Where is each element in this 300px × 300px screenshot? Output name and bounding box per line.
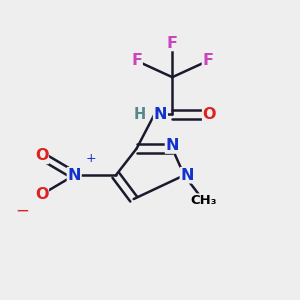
Text: O: O xyxy=(203,107,216,122)
Text: N: N xyxy=(154,107,167,122)
Text: −: − xyxy=(15,202,29,220)
Text: N: N xyxy=(68,168,81,183)
Text: O: O xyxy=(35,148,48,164)
Text: O: O xyxy=(35,187,48,202)
Text: F: F xyxy=(167,35,178,50)
Text: CH₃: CH₃ xyxy=(190,194,217,207)
Text: H: H xyxy=(134,107,146,122)
Text: +: + xyxy=(85,152,96,165)
Text: N: N xyxy=(166,138,179,153)
Text: F: F xyxy=(202,53,214,68)
Text: F: F xyxy=(131,53,142,68)
Text: N: N xyxy=(180,168,194,183)
